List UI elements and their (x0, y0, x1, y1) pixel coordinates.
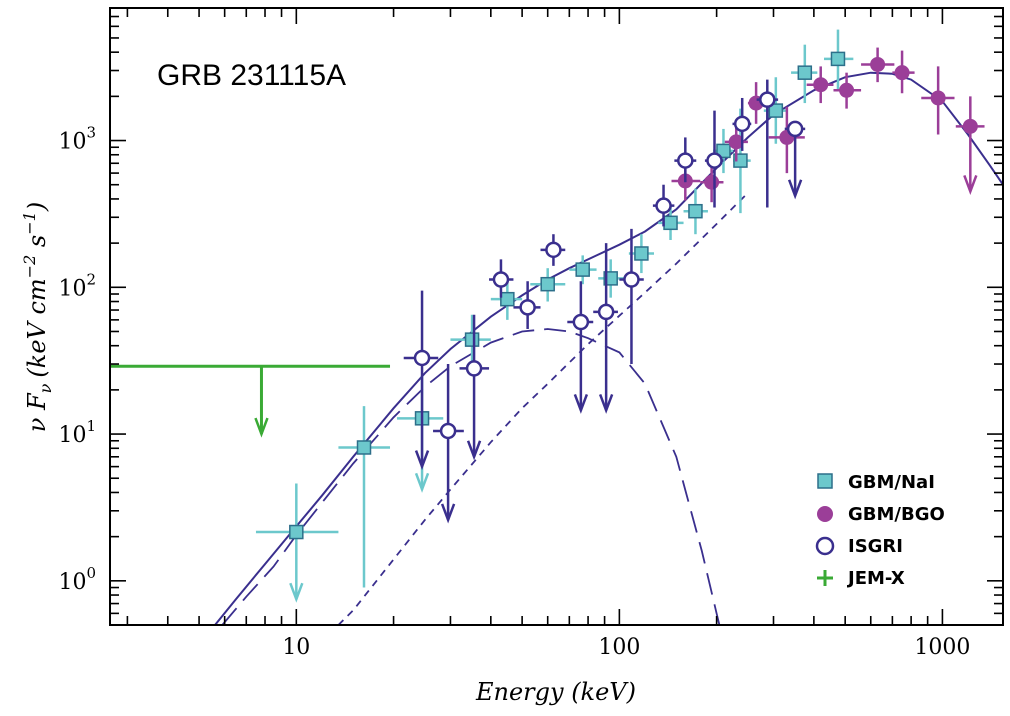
nai-point (663, 215, 678, 231)
nai-point (464, 332, 480, 347)
legend-label-nai: GBM/NaI (848, 472, 935, 493)
bgo-point (962, 118, 978, 134)
data-points (110, 29, 985, 603)
isgri-point (519, 299, 536, 316)
nai-upper-limit-arrow (289, 582, 304, 603)
legend-label-jemx: JEM-X (846, 568, 905, 589)
grb-label: GRB 231115A (157, 59, 346, 92)
x-tick-label: 1000 (914, 635, 970, 660)
y-title-f: F (23, 392, 51, 411)
x-tick-label: 10 (282, 635, 310, 660)
isgri-point (413, 349, 431, 367)
nai-point (797, 65, 813, 80)
nai-point (356, 440, 372, 455)
y-title-s: s (23, 235, 51, 255)
bgo-point (894, 65, 910, 81)
bgo-point (870, 56, 886, 72)
isgri-point (786, 120, 804, 138)
y-tick-label: 103 (58, 124, 96, 155)
nai-point (830, 51, 846, 67)
series-bgo (671, 47, 985, 203)
y-title-open: (keV cm (23, 278, 51, 377)
y-title-exp1: −2 (20, 255, 39, 279)
legend-marker-bgo (817, 506, 833, 522)
nai-point (768, 103, 784, 118)
isgri-point (465, 360, 483, 377)
nai-point (716, 143, 731, 159)
x-axis-title: Energy (keV) (475, 678, 636, 706)
bgo-point (839, 82, 855, 98)
y-title-close: ) (23, 202, 51, 212)
jemx-upper-limit-arrow (254, 417, 269, 438)
legend-label-isgri: ISGRI (848, 536, 903, 557)
axis-ticks: 10 100 1000 100 101 102 103 (58, 7, 1003, 660)
isgri-upper-limit-arrow (440, 503, 456, 524)
isgri-point (439, 422, 457, 440)
y-tick-label: 101 (58, 417, 96, 448)
y-tick-label: 100 (58, 564, 96, 595)
nai-point (634, 246, 649, 261)
plot-frame (109, 7, 1004, 626)
nai-point (540, 276, 555, 292)
nai-point (575, 262, 590, 277)
nai-upper-limit-arrow (414, 472, 430, 493)
isgri-upper-limit-arrow (414, 450, 430, 471)
isgri-point (492, 271, 510, 288)
isgri-point (677, 152, 694, 169)
series-isgri (403, 79, 806, 524)
legend: GBM/NaI GBM/BGO ISGRI JEM-X (815, 472, 945, 589)
isgri-point (623, 271, 640, 288)
isgri-upper-limit-arrow (787, 179, 803, 200)
bgo-point (930, 90, 946, 106)
model-component-short-dash (337, 192, 749, 625)
legend-marker-jemx (817, 570, 833, 586)
isgri-point (733, 115, 751, 133)
bgo-point (813, 77, 829, 93)
isgri-point (706, 152, 723, 169)
legend-label-bgo: GBM/BGO (848, 504, 945, 525)
bgo-upper-limit-arrow (963, 174, 978, 195)
isgri-upper-limit-arrow (466, 440, 482, 461)
y-title-sub: ν (36, 383, 55, 393)
isgri-point (597, 303, 615, 321)
isgri-point (655, 197, 672, 214)
x-tick-label: 100 (598, 635, 640, 660)
isgri-point (545, 241, 562, 259)
y-title-exp2: −1 (20, 211, 39, 235)
isgri-point (759, 91, 776, 108)
legend-marker-nai (817, 473, 833, 489)
series-jemx (110, 364, 391, 438)
y-axis-title: ν Fν (keV cm−2 s−1) (20, 202, 55, 432)
nai-point (688, 203, 703, 219)
y-title-nu: ν (23, 418, 51, 433)
legend-marker-isgri (815, 536, 835, 556)
bgo-point (728, 134, 744, 150)
nai-point (500, 291, 515, 307)
y-tick-label: 102 (58, 270, 96, 301)
nai-point (603, 271, 618, 286)
isgri-upper-limit-arrow (598, 393, 614, 414)
isgri-upper-limit-arrow (573, 393, 589, 414)
series-nai (255, 29, 854, 603)
isgri-point (572, 313, 590, 331)
bgo-point (704, 174, 720, 190)
nai-point (289, 524, 304, 540)
